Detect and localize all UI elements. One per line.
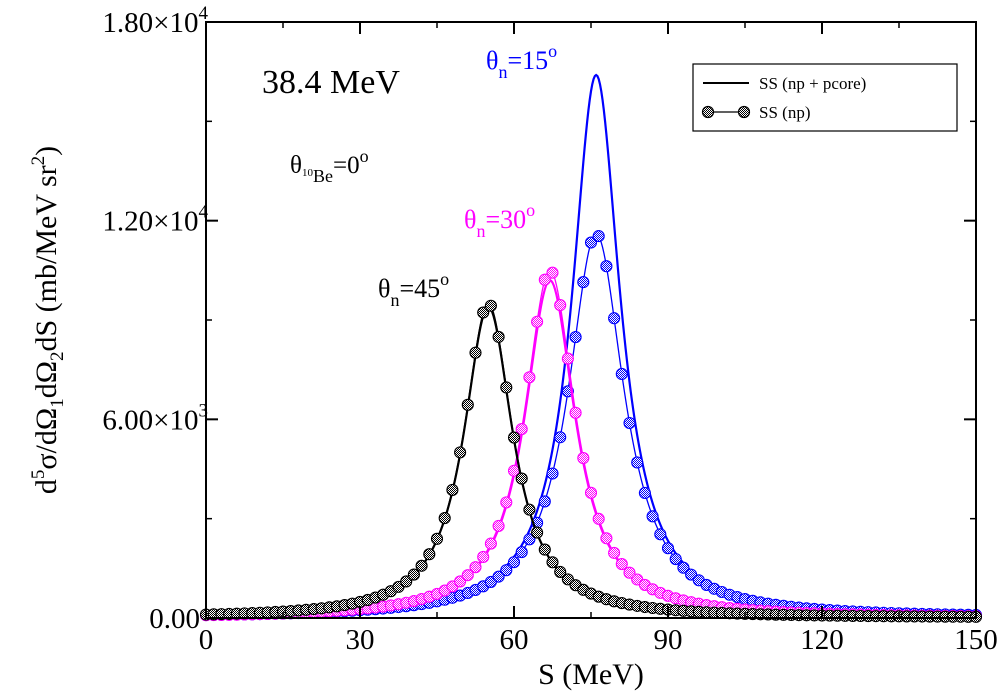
data-point-theta-15 xyxy=(584,236,598,249)
data-point-theta-45 xyxy=(507,431,521,444)
data-point-theta-30 xyxy=(584,486,598,499)
data-point-theta-15 xyxy=(600,260,613,273)
series-line-theta-45-np-pcore xyxy=(205,305,976,618)
data-point-theta-15 xyxy=(515,546,528,559)
x-tick-label: 90 xyxy=(654,624,683,656)
data-point-theta-15 xyxy=(631,456,644,469)
x-tick-label: 150 xyxy=(954,624,998,656)
data-point-theta-45 xyxy=(484,299,497,312)
y-axis-label: d5σ/dΩ1dΩ2dS (mb/MeV sr2) xyxy=(28,146,68,494)
data-point-theta-30 xyxy=(600,532,613,545)
data-point-theta-30 xyxy=(592,512,605,525)
x-tick-label: 120 xyxy=(800,624,844,656)
series-line-theta-15-np-pcore xyxy=(205,73,977,617)
legend: SS (np + pcore) SS (np) xyxy=(692,63,958,132)
y-tick-label: 6.00×103 xyxy=(102,400,208,436)
theta-be-annotation: θ10Be=0o xyxy=(290,146,369,186)
data-point-theta-15 xyxy=(500,564,513,577)
data-point-theta-15 xyxy=(615,367,628,381)
data-point-theta-15 xyxy=(646,510,659,523)
data-point-theta-45 xyxy=(454,446,467,459)
data-point-theta-15 xyxy=(554,431,567,444)
data-point-theta-15 xyxy=(661,542,675,555)
data-point-theta-45 xyxy=(461,398,474,411)
data-point-theta-30 xyxy=(554,299,567,312)
legend-box xyxy=(692,63,958,132)
data-point-theta-15 xyxy=(608,312,621,325)
data-point-theta-15 xyxy=(492,570,505,583)
data-point-theta-45 xyxy=(446,483,459,497)
data-point-theta-45 xyxy=(430,532,444,545)
data-point-theta-45 xyxy=(407,568,420,581)
data-point-theta-15 xyxy=(638,486,651,500)
series-line-theta-45-np xyxy=(205,302,976,618)
data-point-theta-15 xyxy=(592,230,605,243)
data-point-theta-30 xyxy=(546,266,559,279)
data-point-theta-15 xyxy=(546,467,559,480)
data-point-theta-45 xyxy=(423,548,436,561)
data-point-theta-45 xyxy=(400,575,413,588)
data-point-theta-15 xyxy=(677,561,690,574)
data-point-theta-30 xyxy=(469,561,482,574)
energy-annotation: 38.4 MeV xyxy=(262,64,400,101)
data-point-theta-15 xyxy=(523,533,536,546)
data-point-theta-45 xyxy=(546,556,559,569)
data-point-theta-45 xyxy=(500,381,513,394)
data-point-theta-45 xyxy=(538,543,551,556)
data-point-theta-45 xyxy=(438,512,451,525)
series-line-theta-30-np xyxy=(205,269,977,617)
theta-15-annotation: θn=15o xyxy=(486,41,557,82)
data-point-theta-30 xyxy=(484,537,497,550)
theta-45-annotation: θn=45o xyxy=(378,269,449,310)
ticks-layer: 0 30 60 90 120 150 0.00 6.00×103 1.20×104 1.80×10… xyxy=(102,3,997,656)
x-tick-label: 30 xyxy=(346,624,375,656)
data-point-theta-15 xyxy=(623,416,636,430)
x-axis-label: S (MeV) xyxy=(538,658,644,691)
data-point-theta-45 xyxy=(477,306,490,319)
y-tick-label: 1.80×104 xyxy=(102,3,208,39)
data-point-theta-30 xyxy=(492,519,505,533)
x-tick-label: 0 xyxy=(199,624,214,656)
data-point-theta-15 xyxy=(669,552,682,566)
data-point-theta-30 xyxy=(538,273,551,286)
y-tick-label: 0.00 xyxy=(149,603,200,635)
data-point-theta-15 xyxy=(569,331,582,344)
data-point-theta-45 xyxy=(523,503,536,516)
data-point-theta-45 xyxy=(515,472,528,485)
data-point-theta-30 xyxy=(615,557,628,571)
data-point-theta-45 xyxy=(415,559,428,572)
data-point-theta-15 xyxy=(538,495,551,508)
data-point-theta-30 xyxy=(608,546,621,559)
data-point-theta-45 xyxy=(469,346,482,359)
data-point-theta-30 xyxy=(531,315,544,328)
data-point-theta-30 xyxy=(623,566,636,579)
series-line-theta-30-np-pcore xyxy=(205,279,977,618)
data-point-theta-15 xyxy=(577,276,590,289)
data-point-theta-30 xyxy=(577,451,590,465)
data-point-theta-45 xyxy=(492,330,505,343)
x-tick-label: 60 xyxy=(500,624,529,656)
data-point-theta-45 xyxy=(531,526,544,539)
legend-swatch-marker xyxy=(701,105,715,119)
legend-label-np-pcore: SS (np + pcore) xyxy=(759,74,866,93)
data-point-theta-30 xyxy=(523,371,536,384)
legend-label-np: SS (np) xyxy=(759,103,810,122)
data-point-theta-30 xyxy=(461,569,474,582)
data-point-theta-45 xyxy=(554,565,567,578)
data-point-theta-30 xyxy=(561,352,574,365)
data-point-theta-30 xyxy=(454,575,467,588)
series-layer xyxy=(199,73,983,623)
theta-30-annotation: θn=30o xyxy=(464,200,535,241)
data-point-theta-30 xyxy=(500,496,513,509)
legend-swatch-marker xyxy=(737,105,751,119)
data-point-theta-30 xyxy=(569,406,582,419)
data-point-theta-30 xyxy=(515,423,528,436)
data-point-theta-15 xyxy=(507,556,521,569)
data-point-theta-15 xyxy=(654,528,667,541)
y-tick-label: 1.20×104 xyxy=(102,202,208,238)
series-line-theta-15-np xyxy=(205,233,977,616)
data-point-theta-30 xyxy=(477,550,490,564)
